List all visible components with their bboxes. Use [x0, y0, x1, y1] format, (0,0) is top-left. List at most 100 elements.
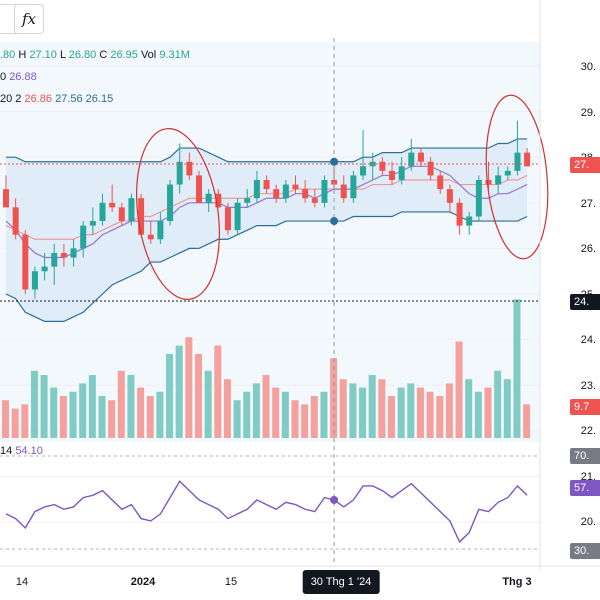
candle-body — [215, 193, 222, 208]
candle-body — [234, 202, 241, 231]
volume-bar — [204, 370, 212, 438]
candle-body — [263, 180, 270, 190]
volume-bar — [127, 375, 135, 438]
candle-body — [437, 175, 444, 190]
rsi-lower-badge: 30. — [570, 543, 600, 559]
price-label-27: 27. — [580, 198, 596, 210]
candle — [389, 161, 395, 185]
rsi-line — [5, 480, 528, 544]
candle-body — [292, 184, 299, 190]
candle — [234, 198, 241, 235]
candle — [417, 148, 424, 167]
candle — [340, 175, 347, 203]
candle-body — [398, 166, 405, 180]
volume-bar — [30, 370, 38, 438]
price-label-29: 29. — [580, 107, 596, 119]
candle — [485, 161, 492, 190]
rsi-upper-badge: 70. — [570, 448, 600, 464]
candle-body — [118, 207, 125, 222]
candle — [205, 189, 212, 212]
candle-body — [446, 189, 453, 203]
candle — [12, 198, 19, 240]
time-label-15: 15 — [224, 576, 238, 588]
candle-body — [485, 180, 492, 185]
candle-body — [89, 221, 96, 226]
annotation-circle-right — [485, 94, 549, 260]
volume-bar — [40, 375, 48, 438]
bollinger-upper-line — [6, 138, 528, 163]
candle-body — [253, 180, 260, 199]
volume-bar — [98, 396, 106, 438]
volume-bar — [484, 387, 492, 438]
volume-bar — [291, 400, 299, 438]
candle-body — [70, 248, 77, 258]
candle-body — [273, 189, 280, 199]
candle — [504, 166, 511, 180]
volume-bar — [59, 396, 67, 438]
crosshair-upper-dot — [330, 157, 339, 166]
candle — [524, 148, 531, 167]
candle — [128, 193, 135, 226]
current-price-badge: 27. — [570, 157, 600, 173]
candle-body — [138, 198, 145, 235]
bb-legend[interactable]: 20 2 26.86 27.56 26.15 — [0, 93, 113, 105]
candle — [437, 170, 444, 194]
volume-bar — [368, 375, 376, 438]
candle-body — [524, 152, 531, 167]
candle-body — [379, 161, 386, 171]
volume-bar — [223, 379, 231, 438]
candle — [446, 184, 453, 212]
legend-vol-label: Vol — [140, 49, 157, 61]
rsi-value-badge: 57. — [570, 480, 600, 496]
candle — [321, 175, 328, 208]
candle — [302, 180, 309, 203]
indicators-button[interactable]: 𝑓x — [14, 4, 44, 34]
candle — [427, 157, 434, 180]
candle-body — [22, 234, 29, 290]
candle-body — [466, 216, 473, 226]
volume-bar — [50, 387, 58, 438]
candle — [80, 221, 87, 258]
candle — [31, 266, 38, 299]
candle-body — [12, 207, 19, 235]
ma-value: 26.88 — [9, 71, 37, 83]
candle — [215, 189, 222, 208]
candle — [263, 175, 270, 194]
candle-body — [350, 175, 357, 199]
volume-bar — [108, 400, 116, 438]
volume-bar — [185, 337, 193, 438]
candle — [138, 193, 145, 235]
candle-body — [109, 202, 116, 208]
candle-body — [3, 189, 9, 208]
candle — [456, 198, 463, 235]
volume-bar — [503, 379, 511, 438]
bollinger-lower-line — [5, 211, 528, 322]
volume-bar — [137, 387, 145, 438]
bb-params: 20 2 — [0, 93, 22, 105]
candle-body — [504, 170, 511, 176]
volume-bar — [426, 391, 434, 438]
candle — [60, 243, 67, 267]
price-label-26: 26. — [580, 243, 596, 255]
volume-bar — [320, 391, 328, 438]
candle-body — [157, 221, 164, 240]
candle-body — [80, 225, 87, 249]
candle — [360, 129, 367, 180]
ma-legend[interactable]: 0 26.88 — [0, 71, 37, 83]
rsi-legend[interactable]: 14 54.10 — [0, 445, 43, 457]
time-label-14: 14 — [15, 576, 29, 588]
candle — [167, 180, 174, 226]
function-icon: 𝑓x — [21, 10, 36, 28]
candle — [22, 230, 29, 294]
candle-body — [99, 202, 106, 222]
price-label-23: 23. — [580, 380, 596, 392]
candle-body — [41, 266, 48, 272]
volume-bar — [233, 400, 241, 438]
volume-bar — [262, 375, 270, 438]
volume-bar — [166, 354, 174, 438]
volume-bar — [339, 379, 347, 438]
candle-body — [360, 166, 367, 176]
candle — [176, 143, 183, 194]
candle — [70, 239, 77, 267]
